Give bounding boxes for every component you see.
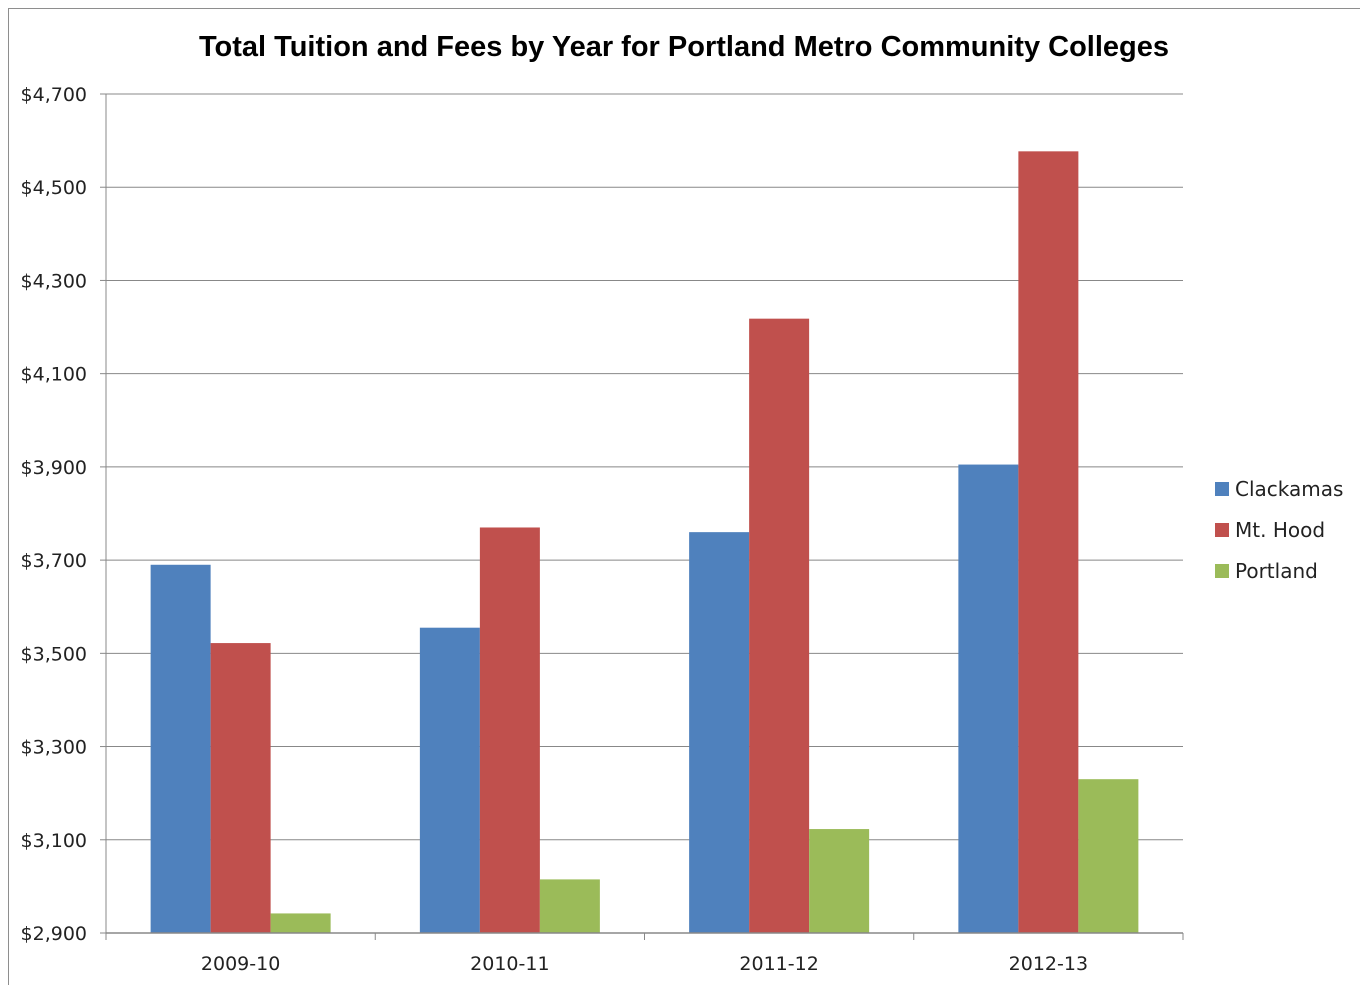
bar-mt-hood-2009-10 <box>210 643 271 933</box>
bar-clackamas-2012-13 <box>958 464 1019 933</box>
legend-swatch <box>1215 523 1229 537</box>
x-axis-ticks: 2009-10 2010-11 2011-12 2012-13 <box>201 953 1088 975</box>
x-tick-label: 2010-11 <box>470 953 549 975</box>
bar-portland-2012-13 <box>1078 779 1139 933</box>
x-tick-label: 2011-12 <box>739 953 818 975</box>
legend-label: Clackamas <box>1235 477 1343 501</box>
bar-portland-2010-11 <box>539 879 600 933</box>
chart-title: Total Tuition and Fees by Year for Portl… <box>199 31 1169 63</box>
x-axis <box>105 94 1184 940</box>
x-tick-label: 2012-13 <box>1009 953 1088 975</box>
bar-mt-hood-2011-12 <box>749 318 810 934</box>
bar-clackamas-2009-10 <box>150 564 211 933</box>
bar-portland-2009-10 <box>270 913 331 933</box>
bar-portland-2011-12 <box>809 829 870 933</box>
y-tick-label: $3,300 <box>21 737 87 759</box>
bars <box>150 151 1139 934</box>
bar-mt-hood-2012-13 <box>1018 151 1079 933</box>
legend-swatch <box>1215 482 1229 496</box>
x-tick-label: 2009-10 <box>201 953 280 975</box>
y-tick-label: $4,700 <box>21 84 87 106</box>
bar-mt-hood-2010-11 <box>479 527 540 933</box>
y-tick-label: $2,900 <box>21 923 87 945</box>
y-tick-label: $3,100 <box>21 830 87 852</box>
legend-swatch <box>1215 564 1229 578</box>
y-tick-label: $3,900 <box>21 457 87 479</box>
y-axis-ticks: $2,900 $3,100 $3,300 $3,500 $3,700 $3,900 $4,1… <box>21 84 106 945</box>
y-tick-label: $4,300 <box>21 270 87 292</box>
bar-clackamas-2010-11 <box>419 627 480 933</box>
legend-label: Portland <box>1235 559 1318 583</box>
bar-clackamas-2011-12 <box>689 532 750 933</box>
y-tick-label: $4,100 <box>21 364 87 386</box>
y-tick-label: $4,500 <box>21 177 87 199</box>
y-tick-label: $3,700 <box>21 550 87 572</box>
legend: Clackamas Mt. Hood Portland <box>1215 477 1343 583</box>
legend-label: Mt. Hood <box>1235 518 1325 542</box>
y-tick-label: $3,500 <box>21 643 87 665</box>
